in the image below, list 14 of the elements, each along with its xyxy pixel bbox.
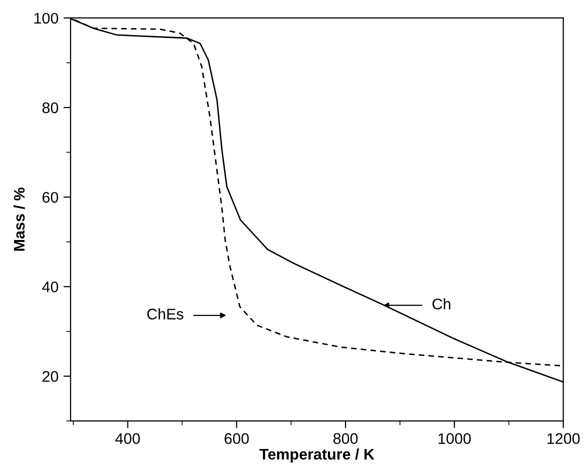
x-tick-label: 1200	[547, 433, 580, 444]
x-tick-label: 600	[224, 433, 249, 444]
x-axis-title: Temperature / K	[260, 448, 374, 463]
y-tick-label: 20	[42, 371, 58, 382]
annotation: ChEs	[147, 308, 184, 320]
y-tick-label: 80	[42, 102, 58, 114]
annotation: Ch	[432, 298, 450, 310]
y-tick-label: 60	[42, 192, 58, 203]
x-tick-label: 1000	[438, 433, 471, 444]
y-tick-label: 100	[34, 12, 58, 24]
x-tick-label: 400	[115, 433, 140, 444]
x-tick-label: 800	[333, 433, 358, 444]
y-axis-title: Mass / %	[13, 188, 25, 251]
y-tick-label: 40	[42, 282, 58, 292]
